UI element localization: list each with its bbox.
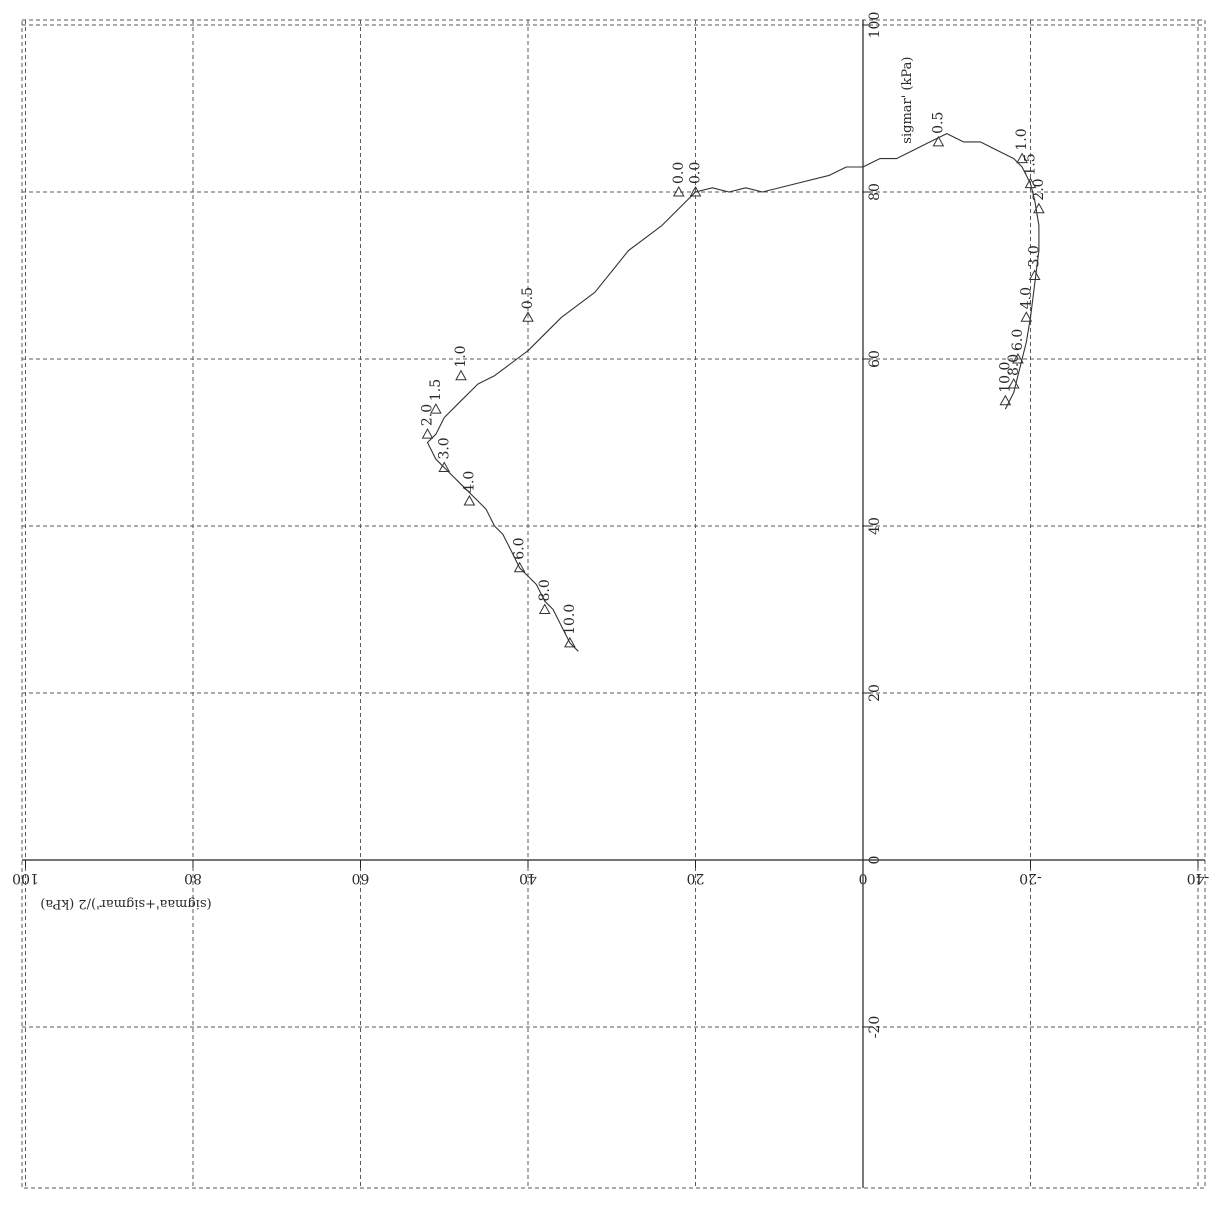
data-label: 1.0 xyxy=(453,345,469,367)
data-label: 1.0 xyxy=(1014,128,1030,150)
data-label: 2.0 xyxy=(420,404,436,426)
x-tick-label: 20 xyxy=(687,870,705,886)
x-tick-label: 60 xyxy=(352,870,370,886)
axes xyxy=(22,20,1205,1188)
data-label: 0.5 xyxy=(930,112,946,134)
data-label: 3.0 xyxy=(436,437,452,459)
x-tick-label: -40 xyxy=(1187,870,1210,886)
data-label: 4.0 xyxy=(1018,287,1034,309)
x-tick-label: 80 xyxy=(184,870,202,886)
data-point-marker xyxy=(1020,311,1033,322)
y-tick-label: 60 xyxy=(867,350,883,368)
data-label: 10.0 xyxy=(562,604,578,635)
data-label: 6.0 xyxy=(1010,329,1026,351)
y-tick-label: 80 xyxy=(867,183,883,201)
series-group xyxy=(426,133,1040,652)
data-point-marker xyxy=(513,561,526,573)
data-point-marker xyxy=(1024,177,1037,189)
series-line-1 xyxy=(426,166,863,652)
y-tick-label: 40 xyxy=(867,517,883,535)
data-label: 1.5 xyxy=(428,379,444,401)
data-point-marker xyxy=(932,135,945,147)
data-label: 1.5 xyxy=(1023,153,1039,175)
data-point-marker xyxy=(999,394,1012,406)
x-tick-label: 100 xyxy=(12,870,39,886)
data-label: 0.0 xyxy=(688,162,704,184)
data-point-marker xyxy=(438,461,451,473)
data-point-marker xyxy=(421,428,434,439)
data-point-marker xyxy=(689,185,702,197)
x-tick-label: 40 xyxy=(519,870,537,886)
data-point-marker xyxy=(463,494,476,506)
data-point-marker xyxy=(430,403,442,414)
data-point-marker xyxy=(1028,269,1041,280)
y-tick-label: 0 xyxy=(867,856,883,865)
plot-frame xyxy=(21,19,1206,1189)
data-point-marker xyxy=(672,185,685,197)
x-tick-label: -20 xyxy=(1019,870,1042,886)
series-line-2 xyxy=(862,133,1040,410)
data-label: 10.0 xyxy=(997,362,1013,393)
y-tick-label: -20 xyxy=(867,1016,883,1039)
y-tick-label: 20 xyxy=(867,684,883,702)
data-label: 2.0 xyxy=(1031,178,1047,200)
data-label: 3.0 xyxy=(1027,245,1043,267)
data-label: 6.0 xyxy=(512,537,528,559)
data-point-marker xyxy=(564,636,576,648)
data-point-marker xyxy=(1016,152,1028,164)
data-label: 4.0 xyxy=(461,471,477,493)
annotations: 0.00.00.51.01.52.03.04.06.08.010.00.51.0… xyxy=(420,112,1047,648)
data-point-marker xyxy=(455,369,467,381)
data-point-marker xyxy=(1033,202,1045,214)
y-axis-label: sigmar' (kPa) xyxy=(900,57,915,144)
data-point-marker xyxy=(522,311,534,322)
x-axis-label: (sigmaa'+sigmar')/2 (kPa) xyxy=(40,896,211,911)
data-label: 0.5 xyxy=(520,287,536,309)
data-point-marker xyxy=(538,603,551,614)
data-point-marker xyxy=(1012,352,1024,364)
grid xyxy=(22,20,1205,1188)
ticks: -40 -20 0 20 40 60 80 100 -20 0 20 40 60 80 100 xyxy=(12,12,1209,1039)
data-point-marker xyxy=(1007,378,1020,389)
x-tick-label: 0 xyxy=(859,870,868,886)
data-label: 8.0 xyxy=(1006,354,1022,376)
y-tick-label: 100 xyxy=(867,12,883,39)
data-label: 8.0 xyxy=(537,579,553,601)
data-label: 0.0 xyxy=(671,162,687,184)
